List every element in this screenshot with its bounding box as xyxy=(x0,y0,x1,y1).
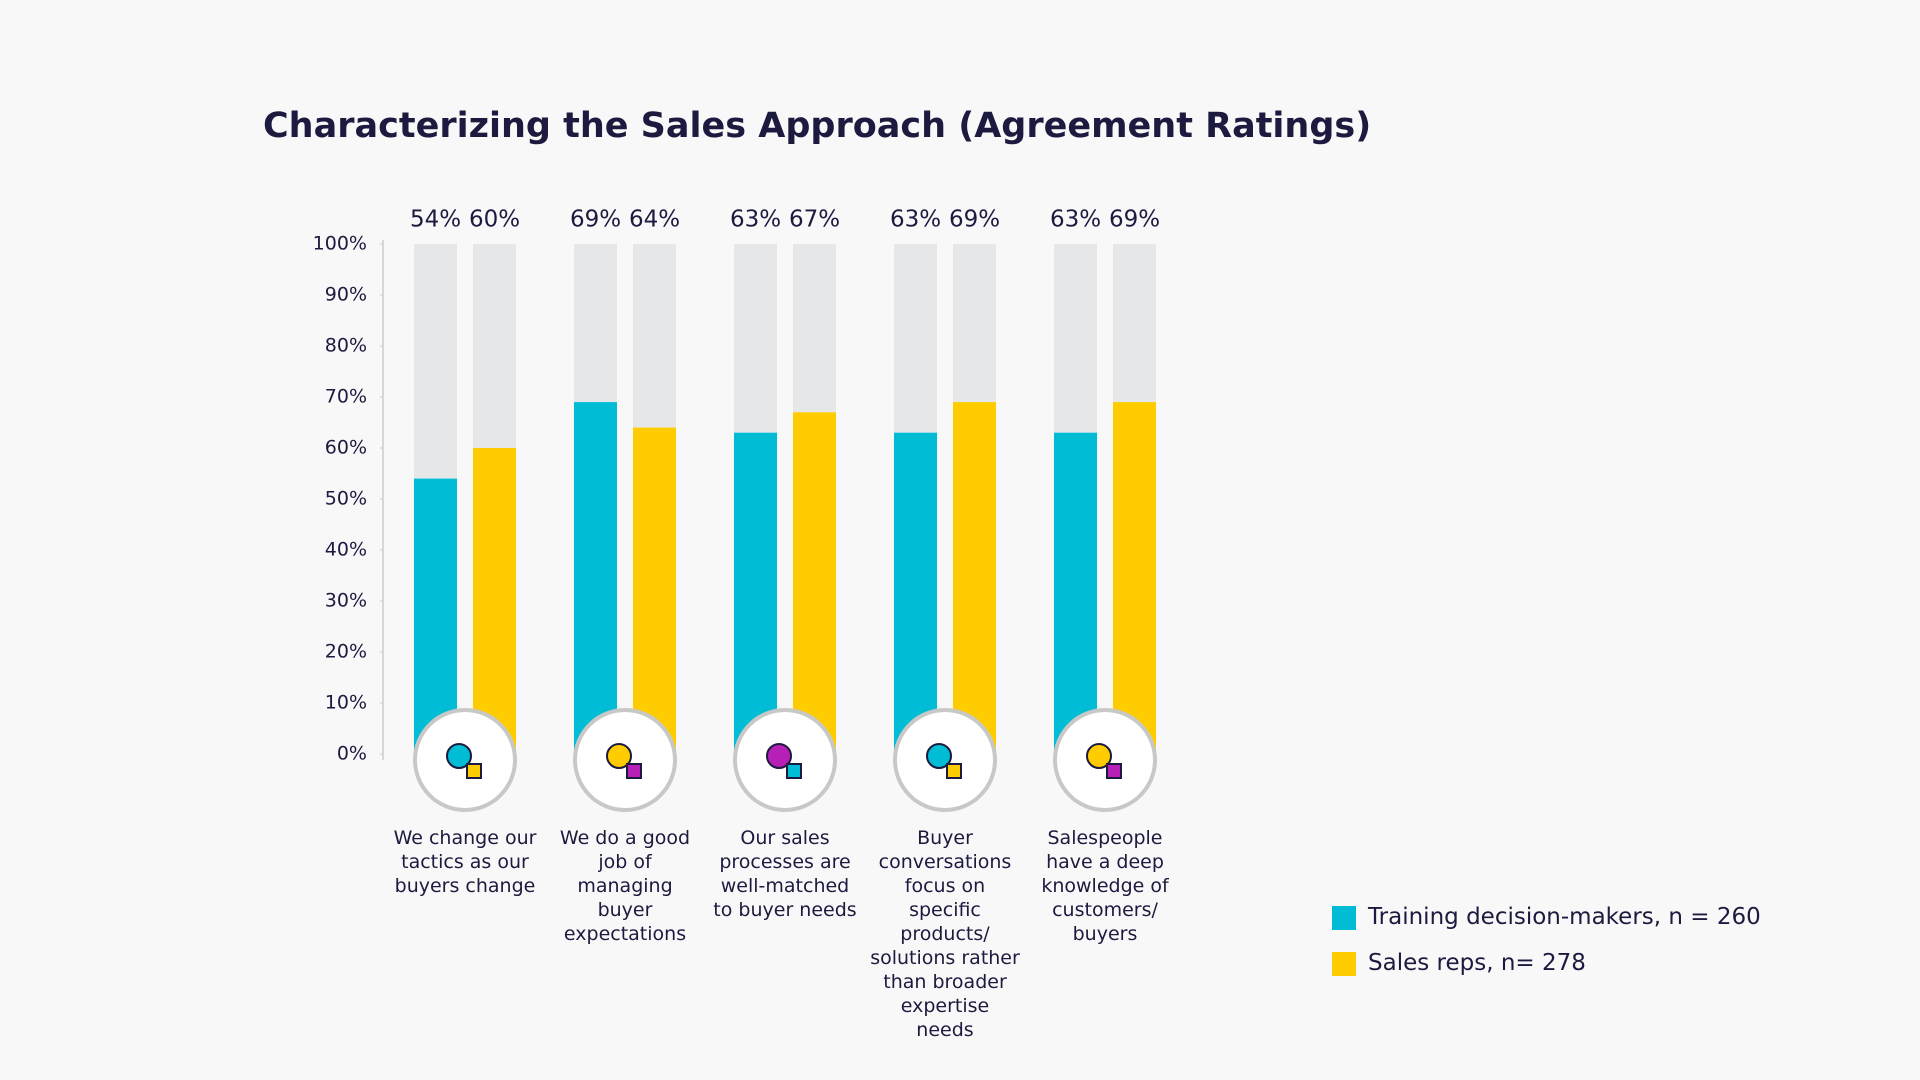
icon-part xyxy=(1106,763,1122,779)
value-label: 69% xyxy=(949,207,1000,233)
icon-part xyxy=(946,763,962,779)
y-tick-label: 30% xyxy=(325,590,367,612)
icon-part xyxy=(466,763,482,779)
x-tick-label: Buyer conversations focus on specific pr… xyxy=(870,827,1020,1041)
x-tick-label: Salespeople have a deep knowledge of cus… xyxy=(1041,827,1169,945)
legend-label: Sales reps, n= 278 xyxy=(1368,950,1586,976)
bar xyxy=(574,402,617,754)
y-tick-label: 40% xyxy=(325,539,367,561)
x-tick-label: We do a good job of managing buyer expec… xyxy=(559,827,691,945)
icon xyxy=(606,743,642,779)
legend-label: Training decision-makers, n = 260 xyxy=(1368,904,1761,930)
y-tick-label: 10% xyxy=(325,692,367,714)
value-label: 60% xyxy=(469,207,520,233)
value-label: 69% xyxy=(1109,207,1160,233)
x-tick-label: Our sales processes are well-matched to … xyxy=(713,827,857,921)
bar xyxy=(1054,432,1097,754)
bar xyxy=(894,432,937,754)
bar xyxy=(1113,402,1156,754)
value-label: 69% xyxy=(570,207,621,233)
bar xyxy=(793,412,836,754)
icon-part xyxy=(786,763,802,779)
y-tick-label: 80% xyxy=(325,335,367,357)
x-tick-label: We change our tactics as our buyers chan… xyxy=(393,827,537,897)
chart-title: Characterizing the Sales Approach (Agree… xyxy=(263,106,1371,146)
bar xyxy=(473,448,516,754)
legend-swatch xyxy=(1332,906,1356,930)
icon-part xyxy=(446,743,472,769)
y-tick-label: 50% xyxy=(325,488,367,510)
icon-part xyxy=(926,743,952,769)
value-label: 63% xyxy=(890,207,941,233)
icon xyxy=(1086,743,1122,779)
value-label: 63% xyxy=(730,207,781,233)
value-label: 67% xyxy=(789,207,840,233)
y-tick-label: 20% xyxy=(325,641,367,663)
bar xyxy=(953,402,996,754)
icon xyxy=(446,743,482,779)
value-label: 63% xyxy=(1050,207,1101,233)
icon-part xyxy=(766,743,792,769)
y-tick-label: 60% xyxy=(325,437,367,459)
y-tick-label: 0% xyxy=(337,743,367,765)
bar xyxy=(414,478,457,754)
icon-part xyxy=(626,763,642,779)
icon-part xyxy=(1086,743,1112,769)
icon-part xyxy=(606,743,632,769)
icon xyxy=(926,743,962,779)
icon xyxy=(766,743,802,779)
legend-swatch xyxy=(1332,952,1356,976)
value-label: 64% xyxy=(629,207,680,233)
bar xyxy=(633,427,676,754)
y-tick-label: 70% xyxy=(325,386,367,408)
value-label: 54% xyxy=(410,207,461,233)
bar xyxy=(734,432,777,754)
y-tick-label: 90% xyxy=(325,284,367,306)
y-tick-label: 100% xyxy=(313,233,367,255)
